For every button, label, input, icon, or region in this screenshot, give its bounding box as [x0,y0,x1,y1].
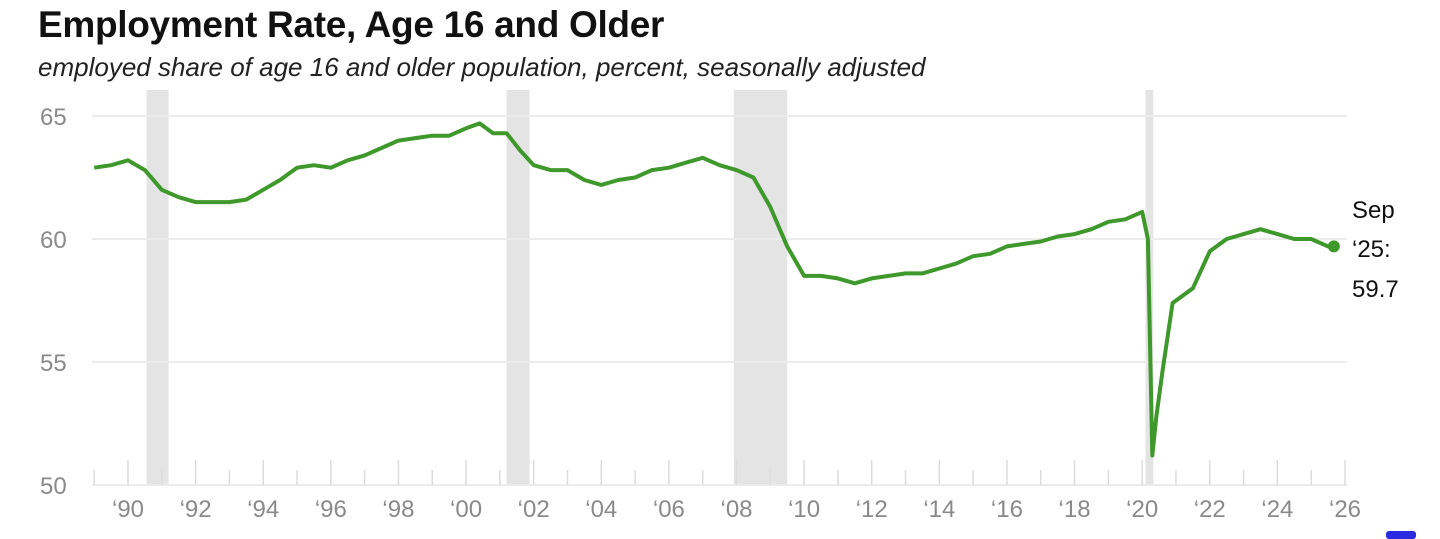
last-point-marker [1327,240,1340,253]
chart-title: Employment Rate, Age 16 and Older [38,4,665,45]
x-tick-label: ‘96 [315,496,347,523]
x-tick-label: ‘18 [1059,496,1091,523]
recession-band [733,90,788,485]
x-tick-label: ‘20 [1126,496,1158,523]
corner-indicator [1386,531,1416,539]
x-tick-label: ‘26 [1329,496,1361,523]
x-tick-label: ‘22 [1194,496,1226,523]
x-tick-label: ‘92 [180,496,212,523]
recession-band [506,90,530,485]
gridlines [92,115,1347,486]
y-tick-label: 60 [40,227,67,254]
x-tick-label: ‘12 [856,496,888,523]
x-tick-label: ‘04 [585,496,617,523]
y-tick-label: 65 [40,104,67,131]
x-tick-label: ‘94 [247,496,279,523]
x-axis: ‘90 ‘92 ‘94 ‘96 ‘98 ‘00 ‘02 ‘04 ‘06 ‘08 ‘10 ‘12 ‘14 ‘… [93,460,1361,523]
series-line-employment-rate [93,121,1334,458]
x-tick-label: ‘06 [653,496,685,523]
recession-band [146,90,169,485]
x-tick-label: ‘00 [450,496,482,523]
x-tick-label: ‘98 [382,496,414,523]
x-tick-label: ‘02 [518,496,550,523]
annotation-month: Sep [1352,197,1395,224]
y-tick-label: 55 [40,350,67,377]
x-tick-label: ‘10 [788,496,820,523]
y-axis: 65 60 55 50 [40,104,67,500]
x-tick-label: ‘90 [112,496,144,523]
y-tick-label: 50 [40,473,67,500]
x-tick-label: ‘08 [720,496,752,523]
x-tick-label: ‘16 [991,496,1023,523]
annotation-year: ‘25: [1352,236,1391,263]
recession-bands [146,90,1154,485]
x-tick-label: ‘24 [1261,496,1293,523]
annotation-value: 59.7 [1352,276,1399,303]
x-tick-label: ‘14 [923,496,955,523]
chart-subtitle: employed share of age 16 and older popul… [38,52,926,82]
